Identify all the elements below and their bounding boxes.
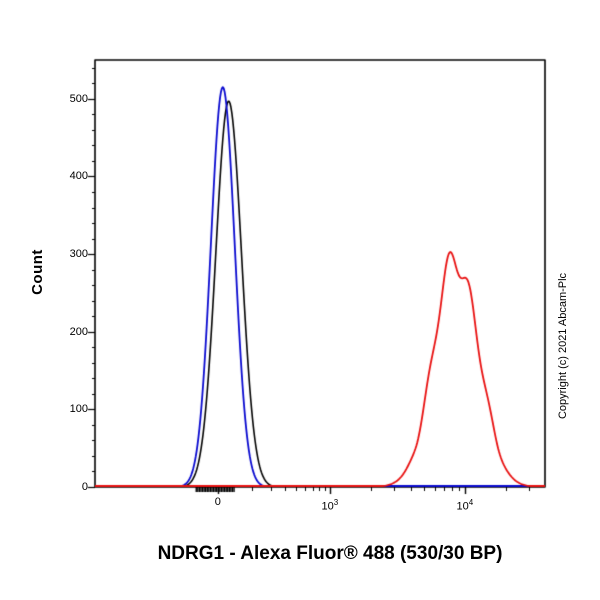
y-tick-label: 500 <box>69 92 88 105</box>
y-tick-label: 300 <box>69 248 88 261</box>
x-tick-label: 103 <box>321 498 339 513</box>
y-axis-label: Count <box>29 249 46 295</box>
x-tick-label: 0 <box>214 496 221 508</box>
y-tick-label: 0 <box>81 481 88 493</box>
x-tick-label: 104 <box>456 498 474 513</box>
copyright-text: Copyright (c) 2021 Abcam-Plc <box>557 272 569 420</box>
y-tick-label: 400 <box>69 170 88 183</box>
y-tick-label: 200 <box>69 325 88 338</box>
y-tick-label: 100 <box>69 403 88 416</box>
chart-title: NDRG1 - Alexa Fluor® 488 (530/30 BP) <box>157 543 503 564</box>
